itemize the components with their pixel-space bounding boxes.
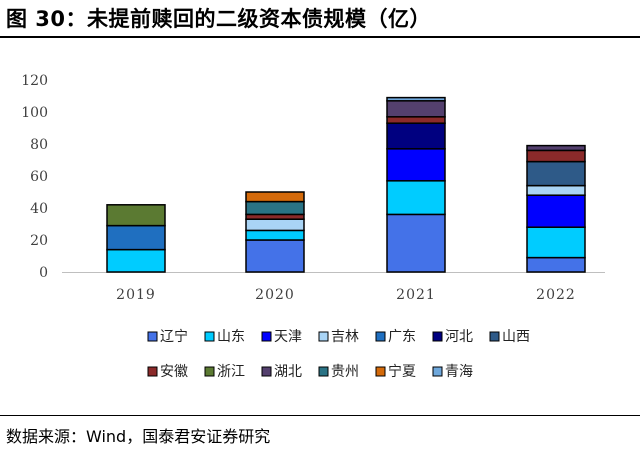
legend-swatch	[432, 366, 443, 377]
source-note: 数据来源：Wind，国泰君安证券研究	[6, 427, 271, 446]
bar-segment	[245, 229, 305, 241]
legend-swatch	[432, 331, 443, 342]
legend-label: 天津	[274, 329, 302, 345]
legend-item: 辽宁	[147, 328, 188, 345]
bar-segment	[106, 248, 166, 273]
legend-item: 浙江	[204, 364, 245, 380]
bar-segment	[386, 180, 446, 216]
legend-label: 宁夏	[388, 363, 416, 380]
bar-segment	[245, 218, 305, 232]
bar-segment	[245, 191, 305, 203]
legend-item: 贵州	[318, 364, 359, 380]
chart-title: 图 30：未提前赎回的二级资本债规模（亿）	[6, 7, 432, 31]
legend-item: 青海	[432, 364, 473, 380]
title-rule	[0, 36, 640, 38]
bar-segment	[526, 184, 586, 196]
footer-rule	[0, 415, 640, 416]
bar-segment	[386, 122, 446, 150]
bar-segment	[526, 194, 586, 228]
legend-label: 山西	[502, 329, 530, 345]
legend-item: 山东	[204, 329, 245, 345]
bar-segment	[386, 213, 446, 273]
stacked-bar-chart: 0 20 40 60 80 100 120 2019 2020 2021 2022 辽宁 山东 天津 吉林…	[21, 73, 605, 380]
legend-swatch	[375, 331, 386, 342]
legend-label: 青海	[445, 364, 473, 380]
legend-label: 辽宁	[160, 328, 188, 345]
legend-item: 河北	[432, 329, 473, 345]
y-tick-label: 60	[30, 169, 48, 185]
y-tick-label: 40	[30, 201, 48, 217]
bar-segment	[526, 256, 586, 273]
legend-label: 贵州	[331, 364, 359, 380]
legend-label: 河北	[445, 329, 473, 345]
y-tick-label: 100	[21, 105, 48, 121]
legend-swatch	[261, 331, 272, 342]
bar-segment	[386, 96, 446, 102]
legend-swatch	[318, 331, 329, 342]
legend-swatch	[489, 331, 500, 342]
legend-swatch	[261, 366, 272, 377]
bar-segment	[386, 116, 446, 124]
bar-segment	[526, 144, 586, 152]
legend-swatch	[204, 331, 215, 342]
legend-item: 湖北	[261, 364, 302, 380]
legend-item: 山西	[489, 329, 530, 345]
legend-swatch	[318, 366, 329, 377]
bar-segment	[106, 224, 166, 251]
legend-label: 浙江	[217, 364, 245, 380]
bar-segment	[106, 204, 166, 227]
y-tick-label: 80	[30, 137, 48, 153]
legend-label: 湖北	[274, 364, 302, 380]
x-tick-label: 2020	[255, 287, 295, 303]
bar-segment	[526, 149, 586, 163]
bar-segment	[526, 226, 586, 259]
bar-segment	[386, 100, 446, 118]
y-tick-label: 20	[30, 233, 48, 249]
x-tick-label: 2019	[116, 287, 156, 303]
x-tick-label: 2021	[396, 287, 436, 303]
y-tick-label: 120	[21, 73, 48, 89]
bar-segment	[245, 200, 305, 216]
y-tick-label: 0	[39, 265, 48, 281]
legend-label: 山东	[217, 329, 245, 345]
bar-segment	[526, 160, 586, 187]
bar-segment	[386, 148, 446, 182]
legend-swatch	[147, 366, 158, 377]
legend-swatch	[204, 366, 215, 377]
legend-swatch	[375, 366, 386, 377]
legend-item: 安徽	[147, 364, 188, 380]
legend-item: 广东	[375, 329, 416, 345]
legend-label: 安徽	[160, 364, 188, 380]
legend-item: 吉林	[318, 329, 359, 345]
legend-swatch	[147, 331, 158, 342]
plot-area: 0 20 40 60 80 100 120 2019 2020 2021 2022	[21, 73, 605, 303]
legend-label: 吉林	[331, 329, 359, 345]
legend-item: 天津	[261, 329, 302, 345]
x-tick-label: 2022	[536, 287, 576, 303]
bar-segment	[245, 239, 305, 273]
legend-item: 宁夏	[375, 363, 416, 380]
legend-label: 广东	[388, 329, 416, 345]
